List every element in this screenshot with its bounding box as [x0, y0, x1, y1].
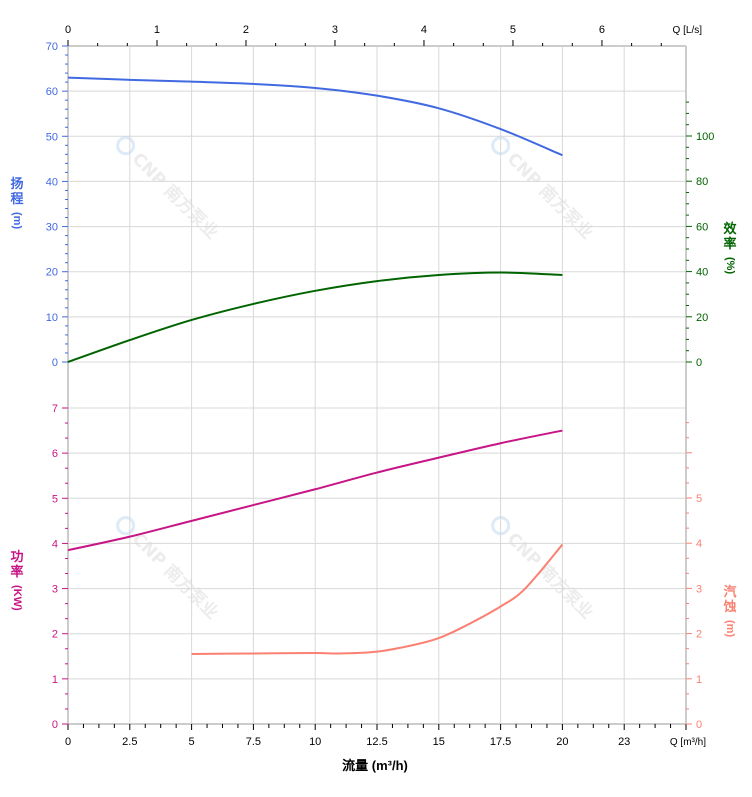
npsh-unit: (m): [724, 620, 736, 638]
bottom-tick-label: 0: [65, 736, 71, 748]
head-tick-label: 10: [46, 312, 58, 324]
top-tick-label: 1: [154, 24, 160, 36]
npsh-tick-label: 0: [696, 719, 702, 731]
npsh-axis-title: 汽 蚀 (m): [722, 584, 738, 637]
head-curve: [67, 76, 563, 157]
head-title-char: 扬: [10, 176, 24, 191]
watermark-logo-icon: [116, 516, 136, 536]
watermark-text: CNP 南方泵业: [503, 148, 598, 243]
head-tick-label: 20: [46, 267, 58, 279]
top-tick-label: 0: [65, 24, 71, 36]
watermark-text: CNP 南方泵业: [503, 528, 598, 623]
watermark-text: CNP 南方泵业: [128, 528, 223, 623]
efficiency-tick-label: 100: [696, 131, 714, 143]
top-axis-unit-label: Q [L/s]: [673, 25, 703, 36]
npsh-title-char: 蚀: [723, 599, 737, 614]
efficiency-tick-label: 0: [696, 357, 702, 369]
bottom-tick-label: 7.5: [246, 736, 261, 748]
npsh-tick-label: 4: [696, 538, 702, 550]
power-tick-label: 6: [52, 448, 58, 460]
npsh-curve: [191, 543, 564, 655]
npsh-tick-label: 3: [696, 583, 702, 595]
head-tick-label: 40: [46, 176, 58, 188]
x-axis-title: 流量 (m³/h): [342, 758, 408, 773]
power-tick-label: 4: [52, 538, 58, 550]
efficiency-title-char: 效: [723, 221, 737, 236]
power-axis-title: 功 率 (KW): [9, 549, 25, 611]
power-unit: (KW): [11, 585, 23, 611]
bottom-tick-label: 5: [189, 736, 195, 748]
head-title-char: 程: [10, 191, 24, 206]
power-tick-label: 2: [52, 629, 58, 641]
power-tick-label: 5: [52, 493, 58, 505]
top-tick-label: 5: [510, 24, 516, 36]
efficiency-tick-label: 80: [696, 176, 708, 188]
efficiency-axis-title: 效 率 (%): [722, 221, 738, 274]
bottom-tick-label: 20: [556, 736, 568, 748]
bottom-tick-label: 10: [309, 736, 321, 748]
head-tick-label: 0: [52, 357, 58, 369]
head-tick-label: 60: [46, 86, 58, 98]
watermark: CNP 南方泵业: [116, 516, 223, 623]
power-tick-label: 0: [52, 719, 58, 731]
watermark-text: CNP 南方泵业: [128, 148, 223, 243]
head-tick-label: 30: [46, 222, 58, 234]
top-tick-label: 2: [243, 24, 249, 36]
bottom-tick-label: 12.5: [366, 736, 387, 748]
power-title-char: 功: [10, 549, 24, 564]
npsh-title-char: 汽: [723, 584, 737, 599]
efficiency-curve: [67, 271, 563, 363]
npsh-tick-label: 5: [696, 493, 702, 505]
top-tick-label: 3: [332, 24, 338, 36]
efficiency-tick-label: 20: [696, 312, 708, 324]
top-tick-label: 4: [421, 24, 427, 36]
npsh-tick-label: 2: [696, 629, 702, 641]
head-tick-label: 70: [46, 41, 58, 53]
bottom-tick-label: 23: [618, 736, 630, 748]
watermark-logo-icon: [491, 136, 511, 156]
top-tick-label: 6: [599, 24, 605, 36]
efficiency-tick-label: 60: [696, 221, 708, 233]
head-unit: (m): [11, 212, 23, 230]
efficiency-unit: (%): [724, 257, 736, 275]
power-curve: [67, 429, 563, 552]
bottom-tick-label: 2.5: [122, 736, 137, 748]
power-tick-label: 7: [52, 403, 58, 415]
efficiency-title-char: 率: [723, 236, 737, 251]
npsh-tick-label: 1: [696, 674, 702, 686]
watermark-logo-icon: [491, 516, 511, 536]
head-tick-label: 50: [46, 131, 58, 143]
power-tick-label: 1: [52, 674, 58, 686]
power-tick-label: 3: [52, 584, 58, 596]
efficiency-tick-label: 40: [696, 267, 708, 279]
bottom-axis-unit-label: Q [m³/h]: [670, 737, 706, 748]
power-title-char: 率: [10, 564, 24, 579]
bottom-tick-label: 17.5: [490, 736, 511, 748]
watermark-logo-icon: [116, 136, 136, 156]
bottom-tick-label: 15: [433, 736, 445, 748]
head-axis-title: 扬 程 (m): [9, 176, 25, 229]
